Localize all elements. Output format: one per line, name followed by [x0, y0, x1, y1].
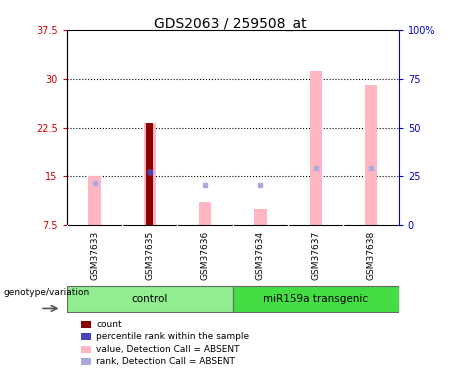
- Text: GSM37638: GSM37638: [366, 230, 376, 280]
- Text: GDS2063 / 259508_at: GDS2063 / 259508_at: [154, 17, 307, 32]
- Bar: [147, 123, 153, 225]
- Text: control: control: [132, 294, 168, 303]
- Text: GSM37637: GSM37637: [311, 230, 320, 280]
- Text: rank, Detection Call = ABSENT: rank, Detection Call = ABSENT: [96, 357, 235, 366]
- Bar: [144, 123, 156, 225]
- FancyBboxPatch shape: [233, 286, 399, 312]
- Bar: [199, 202, 211, 225]
- Text: miR159a transgenic: miR159a transgenic: [263, 294, 368, 303]
- Text: GSM37634: GSM37634: [256, 230, 265, 280]
- Text: value, Detection Call = ABSENT: value, Detection Call = ABSENT: [96, 345, 240, 354]
- Bar: [89, 176, 100, 225]
- FancyBboxPatch shape: [67, 286, 233, 312]
- Text: GSM37636: GSM37636: [201, 230, 210, 280]
- Text: GSM37633: GSM37633: [90, 230, 99, 280]
- Text: count: count: [96, 320, 122, 329]
- Bar: [310, 71, 322, 225]
- Bar: [365, 85, 377, 225]
- Text: percentile rank within the sample: percentile rank within the sample: [96, 332, 249, 341]
- Bar: [254, 209, 266, 225]
- Text: GSM37635: GSM37635: [145, 230, 154, 280]
- Text: genotype/variation: genotype/variation: [3, 288, 89, 297]
